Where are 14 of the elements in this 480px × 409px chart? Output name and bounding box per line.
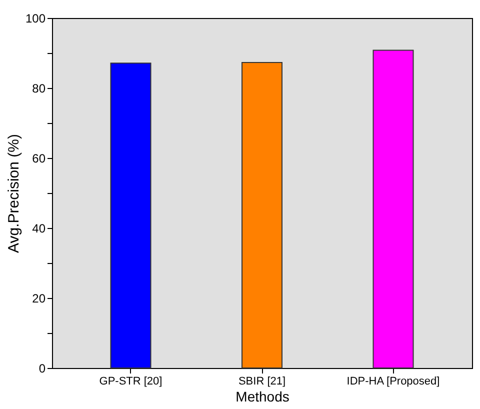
x-tick-label: IDP-HA [Proposed] xyxy=(346,376,440,388)
y-tick-label: 40 xyxy=(32,222,46,236)
y-tick-label: 80 xyxy=(32,82,46,96)
y-axis-title: Avg.Precision (%) xyxy=(5,134,22,253)
x-tick-label: SBIR [21] xyxy=(238,376,286,388)
bar xyxy=(242,62,282,368)
x-axis-title: Methods xyxy=(236,388,290,404)
x-tick-label: GP-STR [20] xyxy=(99,376,162,388)
y-tick-label: 0 xyxy=(38,362,46,376)
y-tick-label: 20 xyxy=(32,292,46,306)
bar xyxy=(110,62,152,368)
y-tick-label: 60 xyxy=(32,152,46,166)
y-tick-label: 100 xyxy=(25,12,46,26)
bar xyxy=(372,50,414,368)
